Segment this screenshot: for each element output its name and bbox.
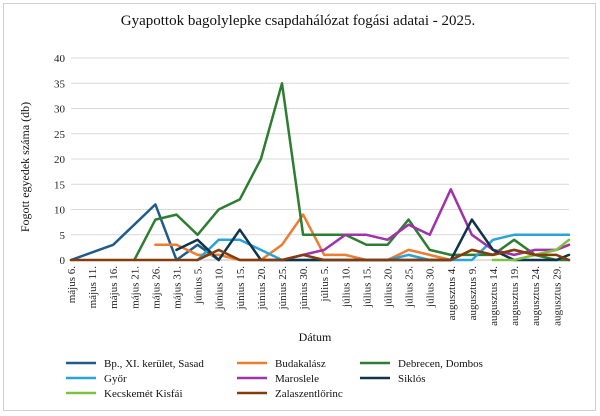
legend-label: Siklós: [398, 373, 426, 385]
y-tick-label: 40: [54, 53, 66, 65]
x-tick-label: augusztus 14.: [488, 266, 500, 326]
x-tick-label: augusztus 29.: [551, 266, 563, 326]
legend-label: Zalaszentlőrinc: [275, 388, 343, 400]
x-tick-label: május 21.: [129, 266, 141, 309]
x-tick-label: június 20.: [256, 266, 268, 311]
x-tick-label: július 30.: [425, 266, 437, 308]
x-tick-label: július 25.: [404, 266, 416, 308]
x-axis-label: Dátum: [299, 330, 332, 344]
x-tick-label: június 15.: [235, 266, 247, 311]
y-tick-label: 5: [60, 230, 66, 242]
gridlines: [71, 57, 569, 261]
series-line-5: [280, 188, 571, 262]
y-tick-label: 30: [54, 104, 66, 116]
legend-label: Győr: [104, 373, 127, 385]
legend-label: Maroslele: [275, 373, 319, 385]
x-tick-label: július 10.: [340, 266, 352, 308]
x-tick-label: június 30.: [298, 266, 310, 311]
y-tick-label: 35: [54, 78, 66, 90]
x-tick-label: május 26.: [150, 266, 162, 309]
legend-label: Debrecen, Dombos: [398, 358, 483, 370]
x-tick-label: június 25.: [277, 266, 289, 311]
legend: Bp., XI. kerület, Sasad Budakalász Debrece…: [66, 358, 483, 400]
x-tick-labels: május 6. május 11. május 16. május 21. május…: [66, 266, 563, 326]
y-tick-label: 25: [54, 129, 66, 141]
series-line-3: [133, 82, 571, 262]
x-tick-label: május 16.: [108, 266, 120, 309]
x-tick-label: augusztus 9.: [467, 266, 479, 321]
y-tick-label: 20: [54, 154, 66, 166]
chart-title: Gyapottok bagolylepke csapdahálózat fogá…: [121, 13, 475, 29]
legend-label: Bp., XI. kerület, Sasad: [104, 358, 204, 370]
x-tick-label: június 10.: [214, 266, 226, 311]
series-lines: [69, 82, 571, 262]
x-tick-label: július 15.: [361, 266, 373, 308]
x-tick-label: augusztus 19.: [509, 266, 521, 326]
x-tick-label: július 5.: [319, 266, 331, 303]
y-tick-label: 0: [60, 255, 66, 267]
y-tick-labels: 0 5 10 15 20 25 30 35 40: [54, 53, 66, 267]
y-axis-label: Fogott egyedek száma (db): [18, 102, 32, 232]
x-tick-label: június 5.: [193, 266, 205, 305]
series-line-1: [69, 203, 220, 262]
legend-label: Kecskemét Kisfái: [104, 388, 183, 400]
x-tick-label: augusztus 4.: [446, 266, 458, 321]
x-tick-label: május 31.: [172, 266, 184, 309]
x-tick-label: július 20.: [383, 266, 395, 308]
x-tick-label: május 6.: [66, 266, 78, 304]
y-tick-label: 15: [54, 179, 66, 191]
y-tick-label: 10: [54, 205, 66, 217]
legend-label: Budakalász: [275, 358, 326, 370]
x-tick-label: május 11.: [87, 266, 99, 309]
series-line-8: [69, 248, 571, 262]
x-tick-label: augusztus 24.: [530, 266, 542, 326]
